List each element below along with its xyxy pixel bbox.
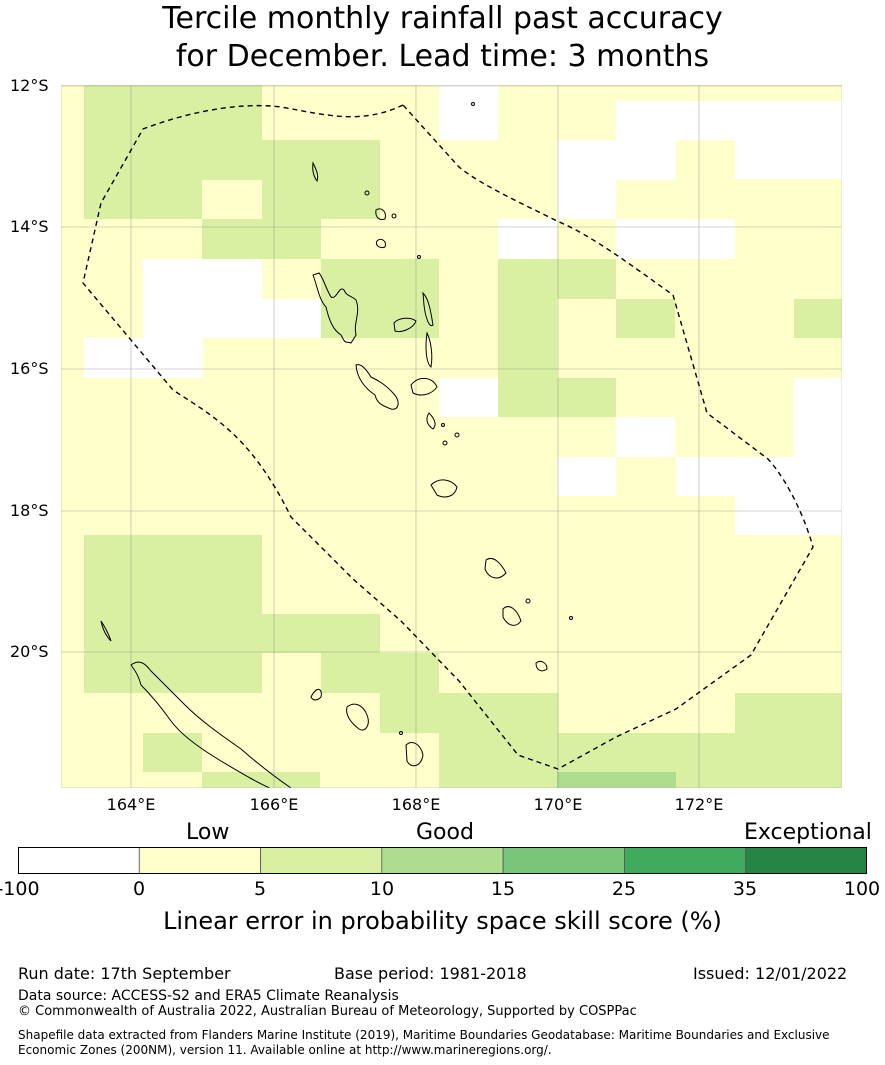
- lat-tick-12s: 12°S: [10, 76, 49, 95]
- lat-tick-20s: 20°S: [10, 642, 49, 661]
- negative-skill-cells: [84, 85, 842, 535]
- colorbar-tick-10: 10: [369, 878, 395, 900]
- colorbar-label: Linear error in probability space skill …: [163, 907, 722, 935]
- lon-tick-172e: 172°E: [674, 795, 724, 814]
- low-skill-patches: [84, 140, 735, 788]
- colorbar-tick-35: 35: [732, 878, 758, 900]
- issued-date: Issued: 12/01/2022: [693, 964, 848, 983]
- colorbar-segment: [381, 847, 504, 874]
- colorbar-tick-25: 25: [611, 878, 637, 900]
- colorbar-segment: [18, 847, 140, 874]
- skill-map: [61, 85, 842, 788]
- colorbar-segment: [502, 847, 625, 874]
- data-source: Data source: ACCESS-S2 and ERA5 Climate …: [18, 988, 399, 1004]
- chart-title: Tercile monthly rainfall past accuracy f…: [0, 0, 885, 76]
- copyright: © Commonwealth of Australia 2022, Austra…: [18, 1004, 637, 1019]
- title-line-2: for December. Lead time: 3 months: [175, 39, 710, 74]
- colorbar-frame: [18, 847, 867, 874]
- colorbar-segment: [745, 847, 867, 874]
- colorbar-segment: [260, 847, 383, 874]
- colorbar-tick-neg100: -100: [0, 878, 40, 900]
- lat-tick-16s: 16°S: [10, 359, 49, 378]
- category-low: Low: [186, 820, 230, 845]
- run-date: Run date: 17th September: [18, 964, 231, 983]
- lon-tick-170e: 170°E: [533, 795, 583, 814]
- good2-cell: [557, 772, 676, 788]
- lon-tick-168e: 168°E: [391, 795, 441, 814]
- category-exceptional: Exceptional: [744, 820, 872, 845]
- colorbar-segment: [624, 847, 747, 874]
- base-period: Base period: 1981-2018: [334, 964, 527, 983]
- colorbar-tick-15: 15: [490, 878, 516, 900]
- lon-tick-164e: 164°E: [106, 795, 156, 814]
- colorbar-tick-0: 0: [132, 878, 146, 900]
- gridlines: [61, 85, 842, 788]
- lat-tick-18s: 18°S: [10, 501, 49, 520]
- shapefile-note: Shapefile data extracted from Flanders M…: [18, 1028, 830, 1057]
- colorbar-segment: [138, 847, 261, 874]
- colorbar: [18, 847, 867, 874]
- island-outlines: [100, 102, 573, 788]
- lon-tick-166e: 166°E: [249, 795, 299, 814]
- category-good: Good: [416, 820, 474, 845]
- colorbar-tick-5: 5: [253, 878, 267, 900]
- eez-boundary: [82, 104, 814, 770]
- colorbar-tick-100: 100: [843, 878, 881, 900]
- title-line-1: Tercile monthly rainfall past accuracy: [162, 1, 723, 36]
- lat-tick-14s: 14°S: [10, 217, 49, 236]
